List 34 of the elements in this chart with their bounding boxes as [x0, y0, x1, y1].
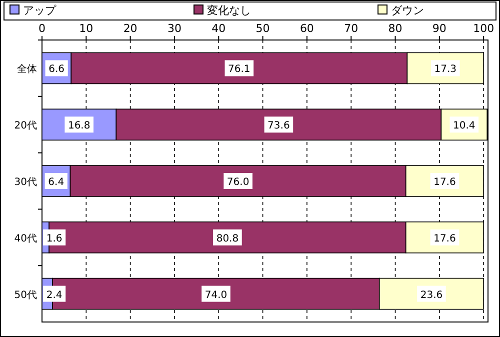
data-label: 6.6	[48, 64, 65, 76]
data-label: 2.4	[46, 290, 62, 301]
data-label: 73.6	[268, 120, 290, 132]
x-tick-label: 60	[300, 22, 314, 35]
y-tick-label: 20代	[14, 120, 37, 132]
x-tick-label: 50	[256, 22, 270, 35]
y-tick-label: 40代	[14, 233, 37, 244]
data-label: 1.6	[46, 233, 62, 244]
x-tick-label: 80	[388, 22, 402, 35]
data-label: 17.6	[434, 177, 456, 188]
data-label: 23.6	[420, 290, 443, 301]
x-tick-label: 0	[38, 22, 46, 35]
y-tick-label: 全体	[17, 63, 37, 76]
x-tick-label: 30	[167, 22, 182, 35]
data-label: 6.4	[48, 177, 64, 188]
y-tick-label: 50代	[14, 290, 37, 301]
data-label: 10.4	[453, 120, 476, 132]
data-label: 76.0	[226, 177, 250, 188]
data-label: 74.0	[204, 290, 228, 301]
x-tick-label: 100	[473, 22, 494, 35]
legend-label: ダウン	[391, 4, 424, 17]
x-tick-label: 90	[432, 22, 446, 35]
y-tick-label: 30代	[14, 177, 37, 188]
legend-label: 変化なし	[207, 4, 251, 17]
x-tick-label: 20	[123, 22, 138, 35]
x-tick-label: 40	[212, 22, 226, 35]
data-label: 17.3	[434, 64, 457, 76]
x-tick-label: 70	[344, 22, 358, 35]
data-label: 80.8	[216, 233, 239, 244]
x-tick-label: 10	[79, 22, 94, 35]
data-label: 16.8	[68, 120, 90, 132]
data-label: 76.1	[228, 64, 250, 76]
legend-label: アップ	[23, 4, 57, 17]
data-label: 17.6	[434, 233, 456, 244]
